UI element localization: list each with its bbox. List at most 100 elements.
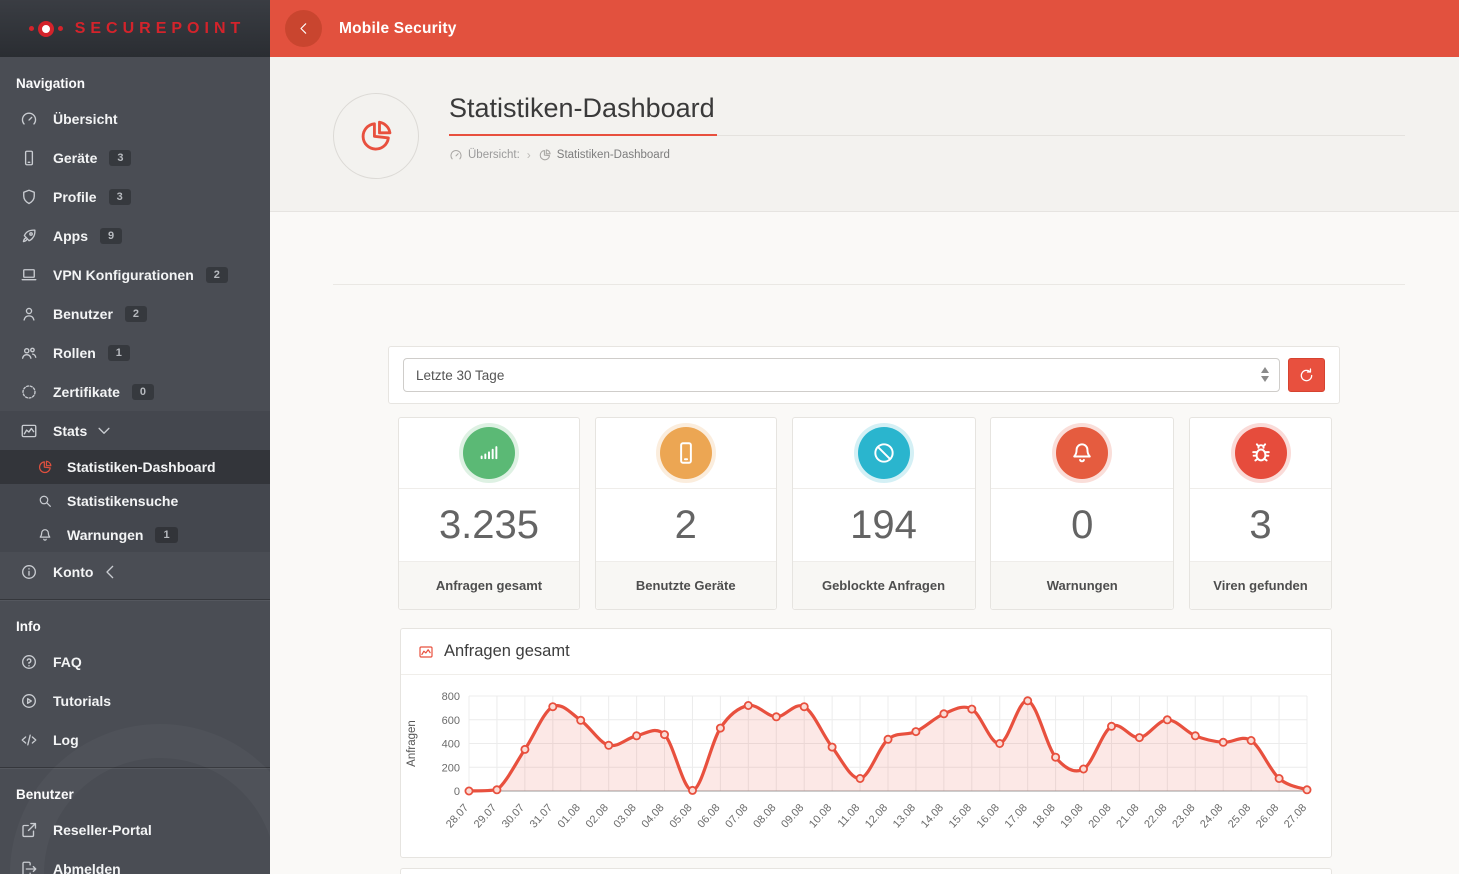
topbar: Mobile Security <box>270 0 1459 57</box>
svg-text:23.08: 23.08 <box>1170 802 1197 830</box>
gauge-icon <box>449 148 463 162</box>
gauge-icon <box>20 110 38 128</box>
svg-text:31.07: 31.07 <box>528 802 555 830</box>
svg-text:29.07: 29.07 <box>472 802 499 830</box>
sidebar-item-label: Stats <box>53 422 88 439</box>
stat-card-warnungen: 0 Warnungen <box>990 417 1175 610</box>
svg-text:04.08: 04.08 <box>639 802 666 830</box>
svg-text:10.08: 10.08 <box>807 802 834 830</box>
stat-value: 3.235 <box>399 489 579 562</box>
area-chart-icon <box>418 644 434 660</box>
bell-icon <box>1069 440 1095 466</box>
smartphone-icon <box>20 149 38 167</box>
sidebar-item-konto[interactable]: Konto <box>0 552 270 591</box>
users-icon <box>20 344 38 362</box>
select-stepper-icon <box>1261 367 1269 382</box>
pie-chart-icon <box>37 459 53 475</box>
svg-text:18.08: 18.08 <box>1030 802 1057 830</box>
laptop-icon <box>20 266 38 284</box>
sidebar-item-statistikensuche[interactable]: Statistikensuche <box>0 484 270 518</box>
logo-text: SECUREPOINT <box>74 19 246 37</box>
chart-card-header: Anfragen gesamt <box>401 629 1331 675</box>
logout-icon <box>20 860 38 874</box>
date-range-select[interactable]: Letzte 30 Tage <box>403 358 1280 392</box>
refresh-button[interactable] <box>1288 358 1325 392</box>
sidebar-item-gerate[interactable]: Geräte 3 <box>0 138 270 177</box>
sidebar-item-abmelden[interactable]: Abmelden <box>0 849 270 874</box>
section-header-benutzer: Benutzer <box>16 787 74 802</box>
title-row: Statistiken-Dashboard <box>449 93 1405 136</box>
content-area: Letzte 30 Tage 3.235 Anfragen gesamt 2 Benu… <box>270 212 1459 874</box>
svg-text:09.08: 09.08 <box>779 802 806 830</box>
stat-cards-row: 3.235 Anfragen gesamt 2 Benutzte Geräte 194 G… <box>398 417 1332 610</box>
sidebar-item-profile[interactable]: Profile 3 <box>0 177 270 216</box>
svg-text:27.08: 27.08 <box>1282 802 1309 830</box>
svg-text:19.08: 19.08 <box>1058 802 1085 830</box>
sidebar-item-vpn-konfigurationen[interactable]: VPN Konfigurationen 2 <box>0 255 270 294</box>
stat-label: Anfragen gesamt <box>399 562 579 609</box>
count-badge: 2 <box>205 266 228 283</box>
requests-area-chart[interactable]: 0 200 400 600 800 28.07 29.07 30.07 31.07 01.08 02… <box>401 675 1331 857</box>
sidebar-item-label: Statistikensuche <box>67 493 179 509</box>
sidebar-item-label: Abmelden <box>53 860 121 874</box>
svg-text:Anfragen: Anfragen <box>406 720 418 767</box>
code-icon <box>20 731 38 749</box>
sidebar-item-zertifikate[interactable]: Zertifikate 0 <box>0 372 270 411</box>
svg-text:15.08: 15.08 <box>947 802 974 830</box>
section-header-navigation: Navigation <box>16 76 86 91</box>
stat-value: 3 <box>1190 489 1331 562</box>
sidebar-item-rollen[interactable]: Rollen 1 <box>0 333 270 372</box>
svg-text:17.08: 17.08 <box>1003 802 1030 830</box>
svg-text:21.08: 21.08 <box>1114 802 1141 830</box>
page-title: Statistiken-Dashboard <box>449 93 717 136</box>
breadcrumb: Übersicht: › Statistiken-Dashboard <box>449 148 1405 162</box>
sidebar-item-label: Konto <box>53 563 94 580</box>
sidebar-item-stats[interactable]: Stats <box>0 411 270 450</box>
sidebar-item-tutorials[interactable]: Tutorials <box>0 681 270 720</box>
next-card-top-edge <box>400 868 1332 874</box>
signal-bars-icon <box>476 440 502 466</box>
stat-card-viren-gefunden: 3 Viren gefunden <box>1189 417 1332 610</box>
back-button[interactable] <box>285 10 322 47</box>
stat-card-benutzte-gerate: 2 Benutzte Geräte <box>594 417 777 610</box>
sidebar-item-faq[interactable]: FAQ <box>0 642 270 681</box>
count-badge: 0 <box>131 383 155 400</box>
svg-text:14.08: 14.08 <box>919 802 946 830</box>
breadcrumb-item-ubersicht[interactable]: Übersicht: <box>449 148 520 162</box>
sidebar-item-label: Warnungen <box>67 527 144 543</box>
stat-label: Warnungen <box>991 562 1174 609</box>
sidebar-item-label: Log <box>53 731 79 748</box>
user-icon <box>20 305 38 323</box>
sidebar-item-log[interactable]: Log <box>0 720 270 759</box>
count-badge: 3 <box>108 188 131 205</box>
securepoint-logo[interactable]: SECUREPOINT <box>0 0 270 57</box>
svg-text:20.08: 20.08 <box>1086 802 1113 830</box>
area-chart-icon <box>20 422 38 440</box>
count-badge: 1 <box>107 344 130 361</box>
topbar-title: Mobile Security <box>339 19 457 37</box>
svg-text:24.08: 24.08 <box>1198 802 1225 830</box>
stat-card-geblockte-anfragen: 194 Geblockte Anfragen <box>791 417 976 610</box>
count-badge: 9 <box>100 227 123 244</box>
sidebar-item-benutzer[interactable]: Benutzer 2 <box>0 294 270 333</box>
pie-chart-icon <box>357 117 395 155</box>
svg-text:05.08: 05.08 <box>667 802 694 830</box>
breadcrumb-item-statistiken-dashboard: Statistiken-Dashboard <box>538 148 670 162</box>
svg-text:16.08: 16.08 <box>975 802 1002 830</box>
chevron-left-icon <box>101 563 119 581</box>
main-column: Mobile Security Statistiken-Dashboard Üb… <box>270 0 1459 874</box>
page-title-circle <box>333 93 419 179</box>
sidebar-item-apps[interactable]: Apps 9 <box>0 216 270 255</box>
sidebar-item-warnungen[interactable]: Warnungen 1 <box>0 518 270 552</box>
sidebar-item-reseller-portal[interactable]: Reseller-Portal <box>0 810 270 849</box>
svg-text:03.08: 03.08 <box>611 802 638 830</box>
sidebar-item-ubersicht[interactable]: Übersicht <box>0 99 270 138</box>
count-badge: 1 <box>155 527 178 543</box>
svg-text:400: 400 <box>442 739 460 751</box>
chevron-left-icon <box>296 21 311 36</box>
sidebar-item-statistiken-dashboard[interactable]: Statistiken-Dashboard <box>0 450 270 484</box>
date-range-value: Letzte 30 Tage <box>416 367 505 383</box>
stat-value: 0 <box>991 489 1174 562</box>
sidebar-item-label: Profile <box>53 188 97 205</box>
svg-text:02.08: 02.08 <box>584 802 611 830</box>
